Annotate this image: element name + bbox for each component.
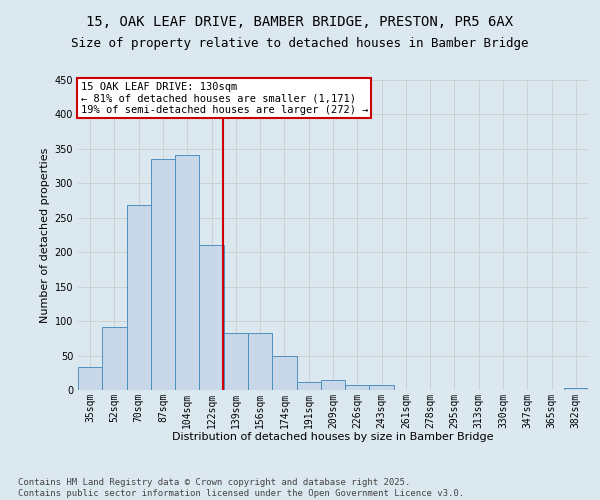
Text: Contains HM Land Registry data © Crown copyright and database right 2025.
Contai: Contains HM Land Registry data © Crown c… [18,478,464,498]
X-axis label: Distribution of detached houses by size in Bamber Bridge: Distribution of detached houses by size … [172,432,494,442]
Bar [345,385,370,390]
Bar [224,333,248,390]
Bar [248,333,272,390]
Bar [102,328,127,390]
Bar [564,388,588,390]
Y-axis label: Number of detached properties: Number of detached properties [40,148,50,322]
Bar [296,382,321,390]
Bar [78,368,102,390]
Bar [272,356,296,390]
Bar [199,244,224,390]
Bar [321,380,345,390]
Bar [370,385,394,390]
Bar [151,158,175,390]
Text: Size of property relative to detached houses in Bamber Bridge: Size of property relative to detached ho… [71,38,529,51]
Bar [175,155,199,390]
Text: 15 OAK LEAF DRIVE: 130sqm
← 81% of detached houses are smaller (1,171)
19% of se: 15 OAK LEAF DRIVE: 130sqm ← 81% of detac… [80,82,368,115]
Bar [127,206,151,390]
Text: 15, OAK LEAF DRIVE, BAMBER BRIDGE, PRESTON, PR5 6AX: 15, OAK LEAF DRIVE, BAMBER BRIDGE, PREST… [86,15,514,29]
